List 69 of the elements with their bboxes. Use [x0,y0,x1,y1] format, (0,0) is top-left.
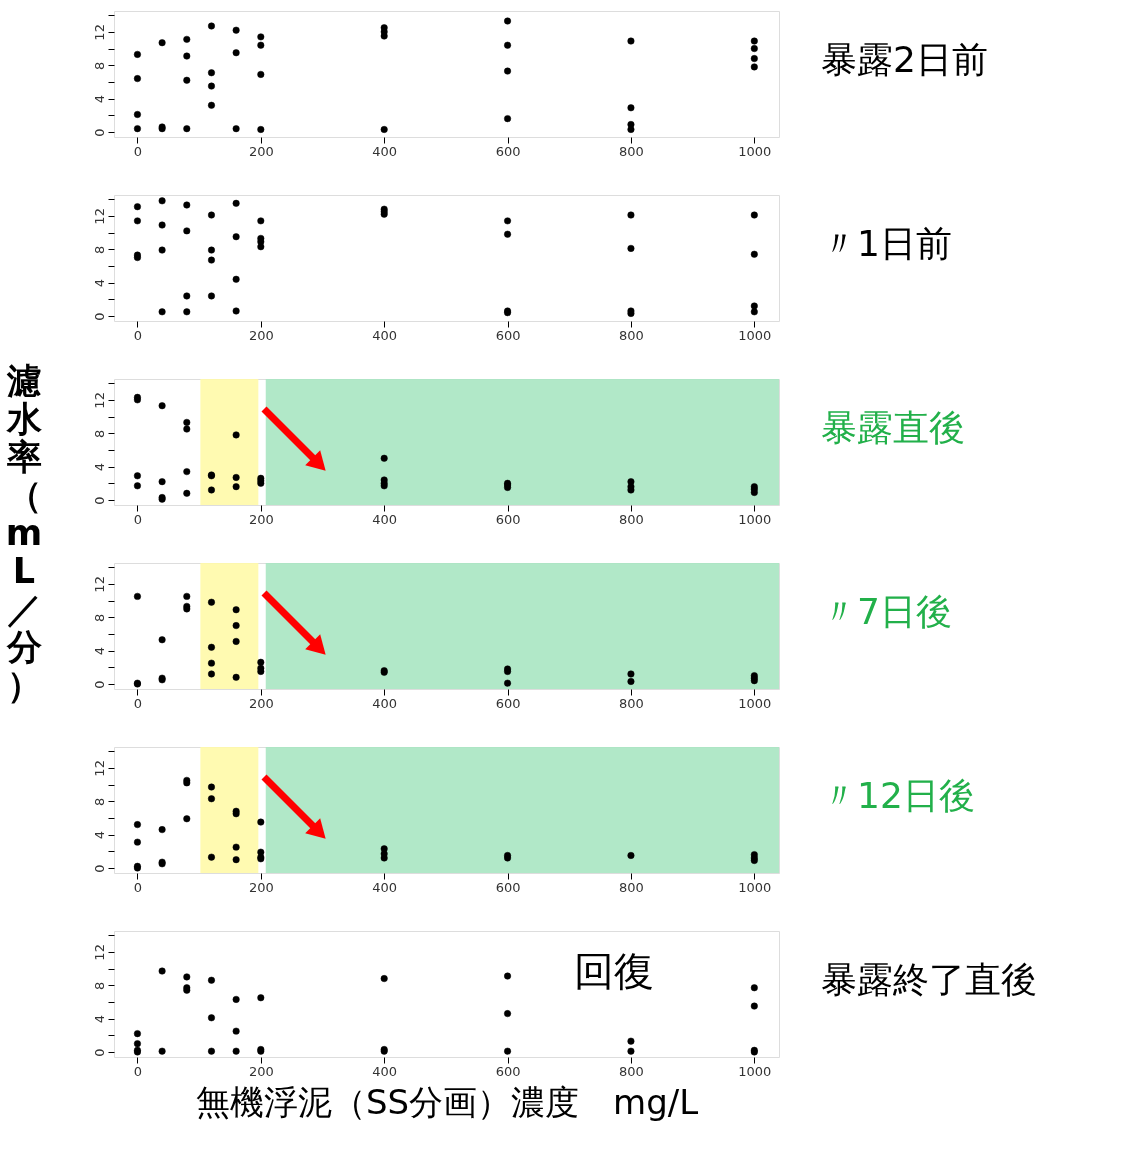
x-tick-label: 200 [248,695,274,711]
x-tick-label: 600 [495,695,521,711]
x-tick-label: 1000 [738,879,772,895]
y-tick-label: 4 [91,646,107,656]
x-tick-label: 0 [133,1063,143,1079]
text: 〃12日後 [821,775,975,817]
y-tick-label: 4 [91,462,107,472]
x-tick-label: 600 [495,511,521,527]
x-tick-label: 0 [133,143,143,159]
annotation: 回復 [574,948,654,994]
x-tick-label: 1000 [738,143,772,159]
x-tick-label: 0 [133,511,143,527]
x-tick-label: 800 [619,511,644,527]
y-tick-label: 8 [91,613,107,622]
x-tick-label: 400 [372,327,398,343]
y-tick-label: 8 [91,429,107,438]
x-tick-label: 200 [248,143,274,159]
x-tick-label: 800 [619,143,644,159]
y-tick-label: 0 [91,312,107,321]
x-tick-label: 200 [248,327,274,343]
text: 濾水率（mL／分） [5,361,43,705]
x-tick-label: 1000 [738,695,772,711]
x-tick-label: 400 [372,143,398,159]
x-tick-label: 400 [372,695,398,711]
y-tick-label: 0 [91,680,107,689]
y-tick-label: 8 [91,797,107,806]
x-tick-label: 0 [133,327,143,343]
x-tick-label: 200 [248,511,274,527]
x-tick-label: 1000 [738,1063,772,1079]
x-tick-label: 400 [372,1063,398,1079]
text: 〃1日前 [821,223,952,265]
y-tick-label: 12 [91,944,107,961]
y-tick-label: 12 [91,392,107,409]
y-tick-label: 0 [91,864,107,873]
x-tick-label: 800 [619,695,644,711]
y-tick-label: 12 [91,24,107,41]
x-tick-label: 800 [619,327,644,343]
y-tick-label: 8 [91,245,107,254]
y-tick-label: 0 [91,1048,107,1057]
text: 〃7日後 [821,591,952,633]
x-tick-label: 600 [495,327,521,343]
y-tick-label: 4 [91,94,107,104]
text: 暴露終了直後 [821,959,1037,1001]
x-tick-label: 400 [372,511,398,527]
y-tick-label: 8 [91,981,107,990]
y-tick-label: 0 [91,496,107,505]
text: 暴露2日前 [821,39,988,81]
y-tick-label: 12 [91,208,107,225]
y-tick-label: 8 [91,61,107,70]
x-tick-label: 600 [495,879,521,895]
x-tick-label: 400 [372,879,398,895]
y-tick-label: 4 [91,1014,107,1024]
x-tick-label: 800 [619,1063,644,1079]
x-tick-label: 800 [619,879,644,895]
x-tick-label: 0 [133,879,143,895]
text: 暴露直後 [821,407,965,449]
y-tick-label: 0 [91,128,107,137]
x-tick-label: 600 [495,1063,521,1079]
x-tick-label: 0 [133,695,143,711]
x-tick-label: 600 [495,143,521,159]
x-tick-label: 1000 [738,327,772,343]
x-tick-label: 1000 [738,511,772,527]
y-tick-label: 12 [91,760,107,777]
x-axis-title: 無機浮泥（SS分画）濃度 mg/L [195,1081,699,1122]
y-tick-label: 4 [91,830,107,840]
y-tick-label: 4 [91,278,107,288]
x-tick-label: 200 [248,879,274,895]
y-tick-label: 12 [91,576,107,593]
x-tick-label: 200 [248,1063,274,1079]
